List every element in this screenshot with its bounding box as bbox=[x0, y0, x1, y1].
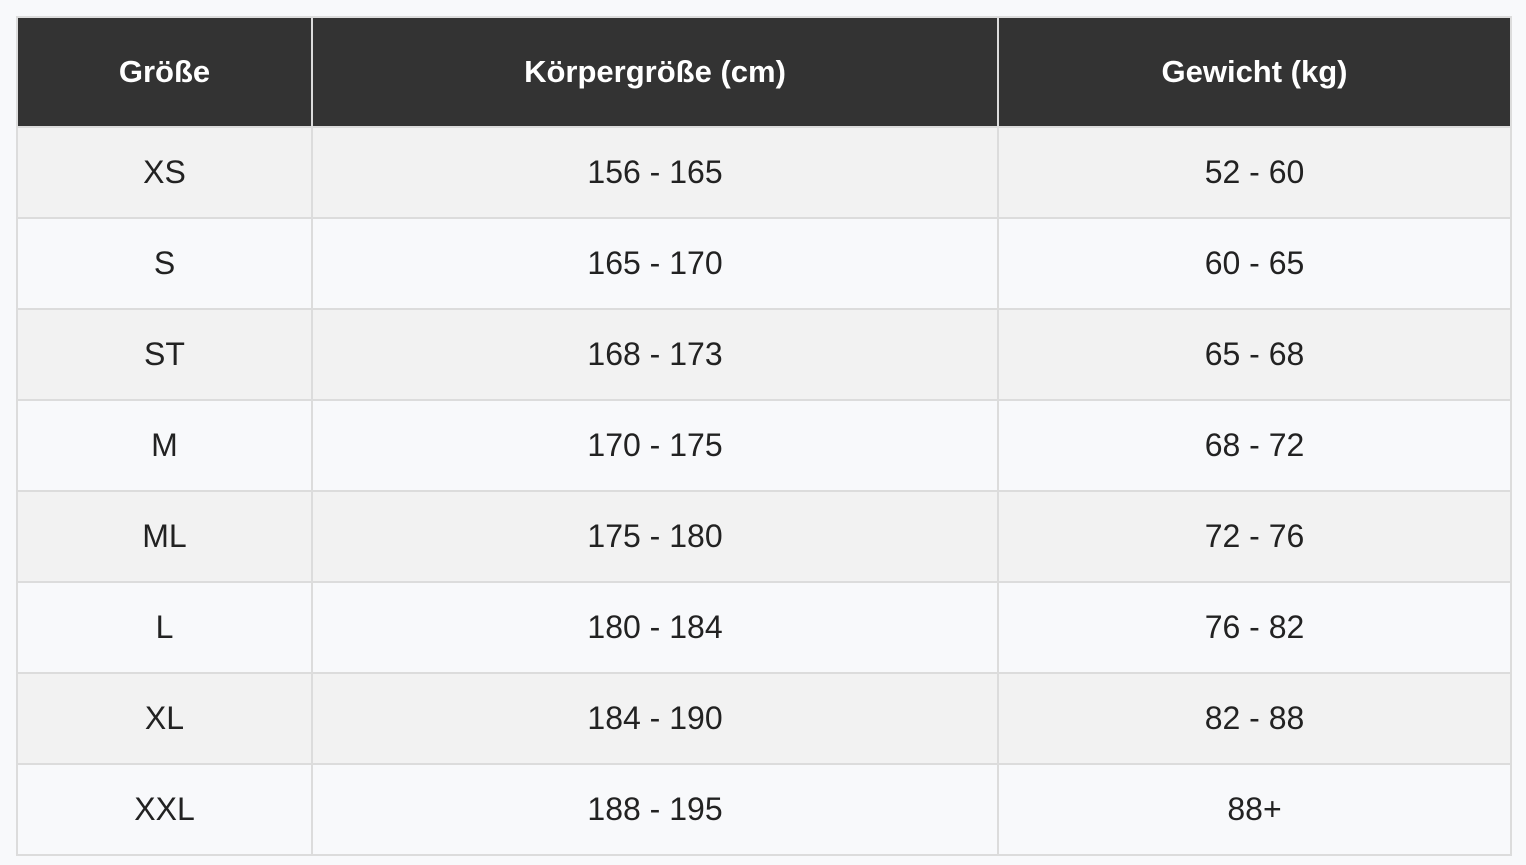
header-row: Größe Körpergröße (cm) Gewicht (kg) bbox=[16, 16, 1512, 128]
table-cell: 184 - 190 bbox=[311, 672, 999, 765]
table-row: XS 156 - 165 52 - 60 bbox=[16, 126, 1512, 219]
header-cell: Körpergröße (cm) bbox=[311, 16, 999, 128]
table-cell: XL bbox=[16, 672, 313, 765]
table-cell: 88+ bbox=[997, 763, 1512, 856]
table-cell: 52 - 60 bbox=[997, 126, 1512, 219]
table-cell: 188 - 195 bbox=[311, 763, 999, 856]
header-cell: Gewicht (kg) bbox=[997, 16, 1512, 128]
table-cell: 180 - 184 bbox=[311, 581, 999, 674]
table-row: ST 168 - 173 65 - 68 bbox=[16, 308, 1512, 401]
table-cell: XS bbox=[16, 126, 313, 219]
table-cell: 175 - 180 bbox=[311, 490, 999, 583]
table-body: XS 156 - 165 52 - 60 S 165 - 170 60 - 65 ST 168… bbox=[16, 126, 1512, 856]
table-row: S 165 - 170 60 - 65 bbox=[16, 217, 1512, 310]
size-table: Größe Körpergröße (cm) Gewicht (kg) XS 156 … bbox=[16, 16, 1512, 856]
table-row: M 170 - 175 68 - 72 bbox=[16, 399, 1512, 492]
table-cell: 72 - 76 bbox=[997, 490, 1512, 583]
table-cell: ML bbox=[16, 490, 313, 583]
table-cell: 60 - 65 bbox=[997, 217, 1512, 310]
table-cell: L bbox=[16, 581, 313, 674]
table-cell: 65 - 68 bbox=[997, 308, 1512, 401]
table-row: XXL 188 - 195 88+ bbox=[16, 763, 1512, 856]
table-cell: ST bbox=[16, 308, 313, 401]
table-cell: 76 - 82 bbox=[997, 581, 1512, 674]
table-cell: 165 - 170 bbox=[311, 217, 999, 310]
table-cell: S bbox=[16, 217, 313, 310]
table-header: Größe Körpergröße (cm) Gewicht (kg) bbox=[16, 16, 1512, 128]
table-cell: 156 - 165 bbox=[311, 126, 999, 219]
table-row: L 180 - 184 76 - 82 bbox=[16, 581, 1512, 674]
table-cell: XXL bbox=[16, 763, 313, 856]
table-cell: 68 - 72 bbox=[997, 399, 1512, 492]
table-row: ML 175 - 180 72 - 76 bbox=[16, 490, 1512, 583]
table-row: XL 184 - 190 82 - 88 bbox=[16, 672, 1512, 765]
table-cell: 168 - 173 bbox=[311, 308, 999, 401]
header-cell: Größe bbox=[16, 16, 313, 128]
table-cell: 82 - 88 bbox=[997, 672, 1512, 765]
table-cell: 170 - 175 bbox=[311, 399, 999, 492]
table-cell: M bbox=[16, 399, 313, 492]
